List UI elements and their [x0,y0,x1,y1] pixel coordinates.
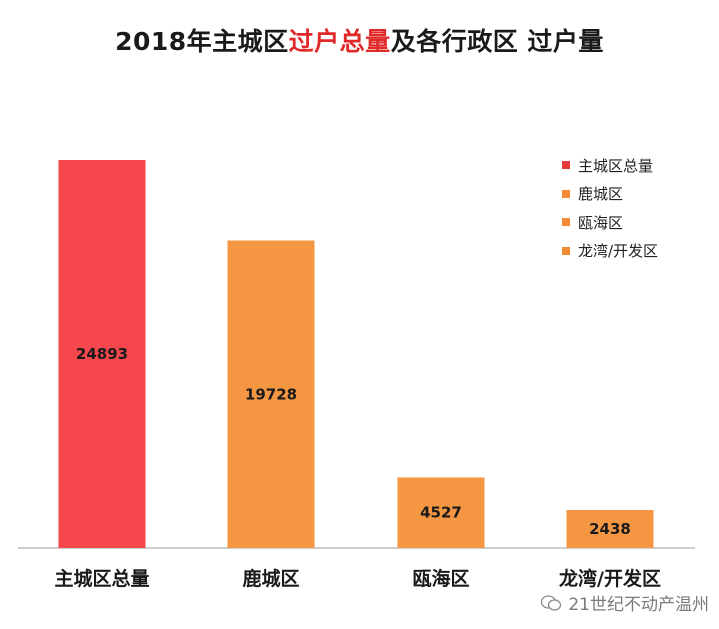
legend-swatch [562,218,570,227]
bar-3 [566,509,654,548]
legend-item-lucheng: 鹿城区 [562,180,658,209]
watermark-text: 21世纪不动产温州 [568,595,709,615]
legend-item-longwan: 龙湾/开发区 [562,237,658,266]
chart-title: 2018年主城区过户总量及各行政区 过户量 [115,27,604,56]
bar-value-label: 2438 [589,520,631,538]
legend-swatch [562,161,570,170]
legend-label: 鹿城区 [578,185,624,204]
x-tick-label: 龙湾/开发区 [559,567,661,590]
bar-value-label: 4527 [420,504,462,522]
watermark: 21世纪不动产温州 [540,590,709,615]
legend-swatch [562,246,570,255]
legend-label: 主城区总量 [578,156,654,175]
x-tick-label: 鹿城区 [242,567,299,590]
legend-item-main: 主城区总量 [562,151,658,180]
bar-value-label: 24893 [76,345,128,363]
bar-value-label: 19728 [245,385,297,403]
legend: 主城区总量 鹿城区 瓯海区 龙湾/开发区 [562,151,658,265]
bar-1 [227,240,315,548]
x-tick-label: 瓯海区 [412,567,469,590]
bar-0 [58,160,146,548]
wechat-icon [541,594,562,611]
legend-label: 龙湾/开发区 [578,242,659,261]
legend-label: 瓯海区 [578,213,624,232]
x-tick-label: 主城区总量 [54,567,149,590]
bar-2 [397,477,485,548]
legend-item-ouhai: 瓯海区 [562,208,658,237]
legend-swatch [562,189,570,198]
